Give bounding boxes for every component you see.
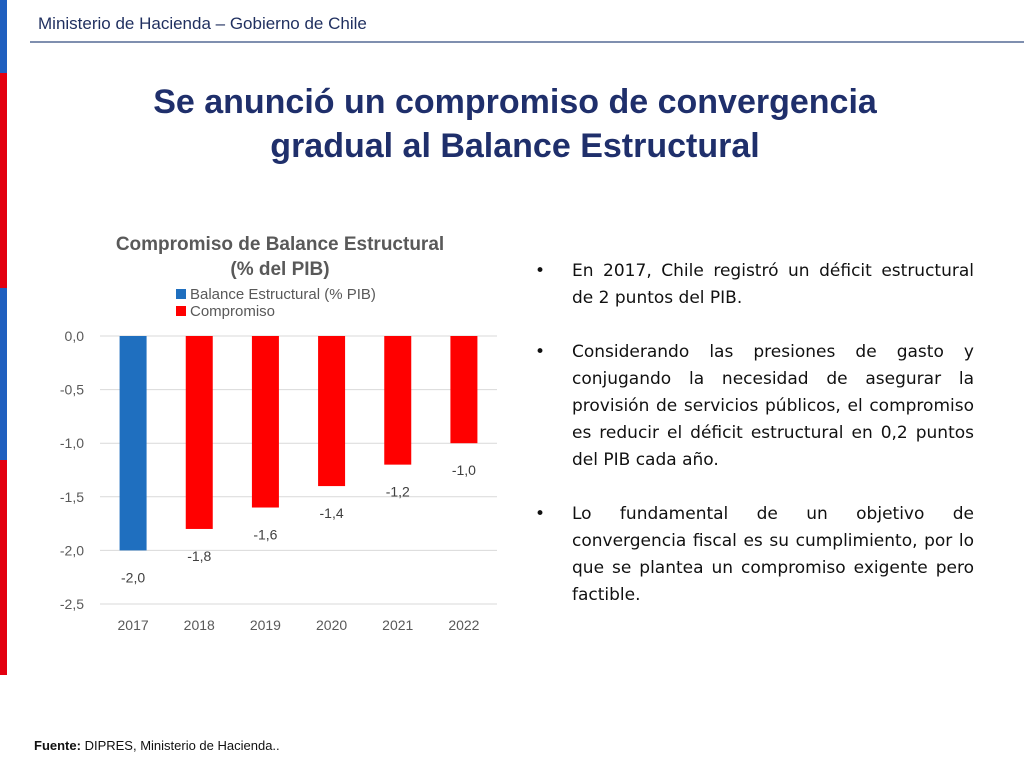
x-tick-label: 2018	[184, 617, 215, 633]
data-label-2022: -1,0	[452, 462, 476, 478]
sidebar-red-top	[0, 73, 7, 288]
y-tick-label: -2,5	[60, 596, 84, 612]
header-divider	[30, 41, 1024, 43]
x-tick-label: 2017	[118, 617, 149, 633]
legend-swatch-1	[176, 289, 186, 299]
slide-title-line-2: gradual al Balance Estructural	[270, 127, 760, 165]
bullet-list: • En 2017, Chile registró un déficit estr…	[532, 258, 974, 636]
bullet-dot-icon: •	[535, 342, 546, 362]
sidebar-blue-top	[0, 0, 7, 73]
source-text: DIPRES, Ministerio de Hacienda..	[80, 738, 280, 753]
data-label-2021: -1,2	[386, 484, 410, 500]
x-tick-label: 2022	[448, 617, 479, 633]
bar-2019	[251, 336, 279, 508]
bar-chart: Compromiso de Balance Estructural (% del …	[60, 234, 497, 633]
y-tick-label: -1,0	[60, 435, 84, 451]
bar-2017	[119, 336, 147, 551]
sidebar-red-bottom	[0, 460, 7, 675]
x-tick-label: 2019	[250, 617, 281, 633]
bullet-text: Considerando las presiones de gasto y co…	[572, 342, 974, 470]
chart-subtitle: (% del PIB)	[230, 259, 329, 280]
legend-label-2: Compromiso	[190, 303, 275, 320]
sidebar-blue	[0, 288, 7, 460]
bullet-item: • En 2017, Chile registró un déficit estr…	[532, 258, 974, 312]
bar-2018	[185, 336, 213, 529]
bullet-item: • Considerando las presiones de gasto y c…	[532, 339, 974, 474]
source-footer: Fuente: DIPRES, Ministerio de Hacienda..	[34, 738, 280, 753]
bullet-item: • Lo fundamental de un objetivo de conver…	[532, 501, 974, 609]
data-label-2018: -1,8	[187, 548, 211, 564]
source-label: Fuente:	[34, 738, 81, 753]
data-label-2019: -1,6	[253, 527, 277, 543]
legend-swatch-2	[176, 306, 186, 316]
data-label-2017: -2,0	[121, 569, 145, 585]
bullet-text: En 2017, Chile registró un déficit estru…	[572, 261, 974, 308]
slide-title: Se anunció un compromiso de convergencia…	[60, 80, 970, 168]
bullet-dot-icon: •	[535, 261, 546, 281]
chart-title: Compromiso de Balance Estructural	[116, 234, 444, 255]
y-tick-label: 0,0	[65, 328, 85, 344]
legend-label-1: Balance Estructural (% PIB)	[190, 286, 376, 303]
y-tick-label: -1,5	[60, 489, 84, 505]
x-tick-label: 2020	[316, 617, 347, 633]
data-label-2020: -1,4	[320, 505, 344, 521]
bar-2020	[318, 336, 346, 487]
header-title: Ministerio de Hacienda – Gobierno de Chi…	[38, 14, 367, 33]
y-tick-label: -2,0	[60, 542, 84, 558]
x-tick-label: 2021	[382, 617, 413, 633]
slide-title-line-1: Se anunció un compromiso de convergencia	[153, 83, 877, 121]
bullet-dot-icon: •	[535, 504, 546, 524]
y-tick-label: -0,5	[60, 382, 84, 398]
bar-2022	[450, 336, 478, 444]
bar-2021	[384, 336, 412, 465]
bullet-text: Lo fundamental de un objetivo de converg…	[572, 504, 974, 605]
